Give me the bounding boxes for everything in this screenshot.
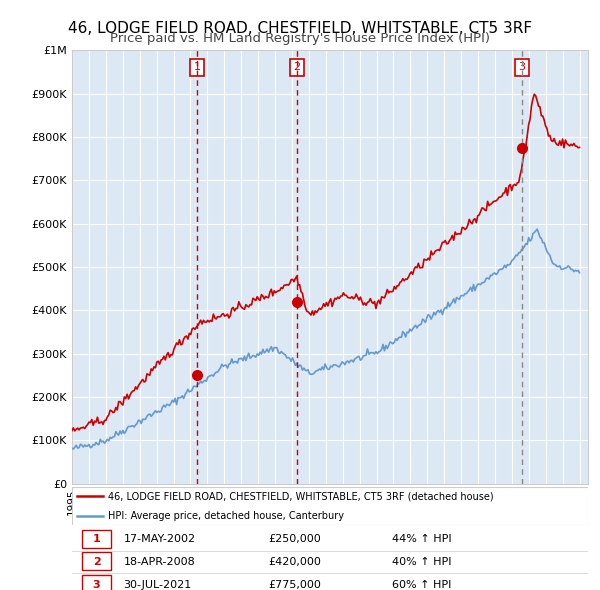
Text: 40% ↑ HPI: 40% ↑ HPI [392,557,451,567]
Text: 2: 2 [92,557,100,567]
Text: 46, LODGE FIELD ROAD, CHESTFIELD, WHITSTABLE, CT5 3RF: 46, LODGE FIELD ROAD, CHESTFIELD, WHITST… [68,21,532,35]
Text: 1: 1 [193,63,200,73]
Text: £775,000: £775,000 [268,579,321,589]
Text: 44% ↑ HPI: 44% ↑ HPI [392,535,452,545]
Text: 30-JUL-2021: 30-JUL-2021 [124,579,192,589]
Text: 17-MAY-2002: 17-MAY-2002 [124,535,196,545]
FancyBboxPatch shape [82,575,110,590]
Text: 18-APR-2008: 18-APR-2008 [124,557,196,567]
Text: Price paid vs. HM Land Registry's House Price Index (HPI): Price paid vs. HM Land Registry's House … [110,32,490,45]
Text: 3: 3 [518,63,525,73]
Text: 60% ↑ HPI: 60% ↑ HPI [392,579,451,589]
Text: HPI: Average price, detached house, Canterbury: HPI: Average price, detached house, Cant… [108,510,344,520]
Text: 2: 2 [293,63,301,73]
Text: 1: 1 [92,535,100,545]
Text: £250,000: £250,000 [268,535,321,545]
FancyBboxPatch shape [82,530,110,548]
FancyBboxPatch shape [82,552,110,570]
Text: 46, LODGE FIELD ROAD, CHESTFIELD, WHITSTABLE, CT5 3RF (detached house): 46, LODGE FIELD ROAD, CHESTFIELD, WHITST… [108,491,494,502]
Text: £420,000: £420,000 [268,557,321,567]
FancyBboxPatch shape [72,487,588,525]
Text: 3: 3 [92,579,100,589]
